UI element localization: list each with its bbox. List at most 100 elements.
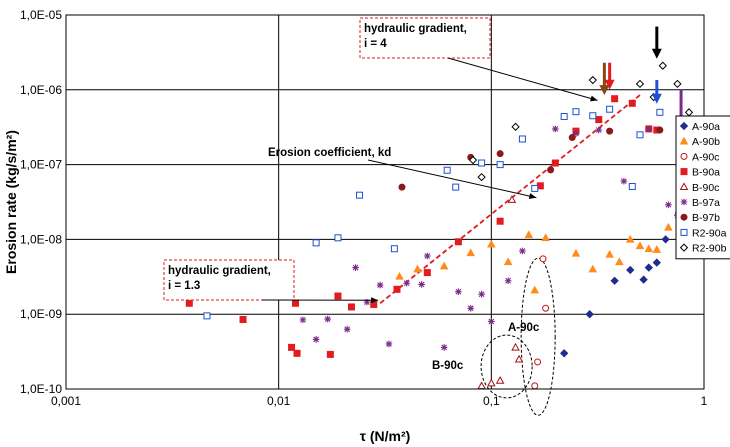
legend-label: A-90b (692, 136, 720, 148)
data-point (620, 177, 628, 185)
data-point (511, 122, 520, 131)
annotations: hydraulic gradient, i = 1.3 hydraulic grad… (163, 17, 598, 372)
data-point (531, 382, 539, 390)
x-axis-title: τ (N/m²) (360, 428, 411, 444)
annotation-text: i = 4 (364, 38, 387, 50)
data-point (312, 336, 320, 343)
data-point (541, 233, 550, 242)
data-point (496, 161, 504, 169)
data-point (658, 61, 667, 70)
leader-line (447, 57, 598, 101)
data-point (496, 150, 504, 158)
data-point (595, 126, 603, 134)
leader-arrowhead (528, 193, 537, 200)
legend-entry: R2-90a (680, 227, 727, 239)
leader-arrowhead (590, 95, 598, 102)
data-point (478, 290, 485, 298)
data-point (356, 191, 364, 199)
legend-entry: B-97b (680, 212, 720, 224)
data-point (684, 108, 694, 117)
data-point (503, 257, 513, 266)
y-tick-label: 1,0E-07 (20, 158, 62, 172)
data-point (656, 126, 664, 134)
data-point (326, 350, 334, 358)
data-point (656, 108, 664, 116)
y-tick-label: 1,0E-10 (20, 382, 62, 396)
data-point (343, 325, 351, 333)
series-b-97b (398, 126, 664, 191)
data-point (559, 349, 569, 358)
x-tick-label: 0,01 (267, 394, 291, 408)
data-point (673, 79, 682, 89)
data-point (288, 343, 296, 351)
annotation-text: i = 1.3 (168, 280, 200, 292)
data-point (531, 184, 539, 192)
legend: A-90a A-90b A-90c B-90a B-90c B-97a B-97b R2-90… (675, 115, 730, 260)
data-point (552, 125, 559, 133)
b-90c-label: B-90c (432, 360, 464, 372)
data-point (455, 288, 462, 295)
annotation-box (163, 259, 295, 301)
data-point (606, 105, 614, 113)
data-point (585, 310, 594, 319)
data-point (495, 375, 505, 384)
data-point (514, 354, 524, 363)
legend-label: B-90a (692, 167, 720, 179)
data-point (452, 183, 460, 191)
data-point (478, 159, 486, 167)
y-tick-label: 1,0E-08 (20, 232, 62, 246)
x-tick-label: 0,1 (483, 394, 500, 408)
data-point (454, 238, 462, 246)
ellipse-a-90c (520, 257, 556, 416)
data-point (539, 255, 547, 263)
a-90c-label: A-90c (508, 322, 540, 334)
pointer-arrowhead (604, 79, 615, 90)
data-point (413, 264, 422, 273)
data-point (665, 201, 672, 209)
y-tick-label: 1,0E-05 (20, 8, 62, 22)
data-point (418, 281, 425, 288)
legend-entry: B-90a (680, 167, 720, 179)
x-tick-labels: 0,001 0,01 0,1 1 (51, 394, 708, 408)
data-point (477, 381, 486, 390)
legend-label: B-97a (692, 197, 720, 209)
data-point (398, 183, 406, 191)
y-tick-label: 1,0E-09 (20, 307, 62, 321)
leader-line (367, 159, 537, 199)
data-point (496, 217, 504, 225)
data-point (534, 358, 542, 366)
legend-marker (680, 198, 688, 206)
legend-marker (679, 136, 689, 145)
data-markers (185, 61, 697, 390)
series-b-97a (299, 125, 685, 351)
annotation-text: hydraulic gradient, (364, 23, 467, 35)
data-point (635, 241, 645, 250)
legend-marker (680, 168, 688, 176)
data-point (652, 245, 662, 253)
data-point (292, 299, 300, 307)
data-point (487, 239, 496, 248)
data-point (334, 234, 342, 242)
data-point (568, 134, 576, 142)
ellipse-b-90c (480, 334, 533, 399)
legend-entry: A-90c (680, 151, 719, 163)
data-point (572, 130, 580, 137)
data-point (477, 172, 486, 182)
data-point (589, 112, 597, 120)
erosion-coefficient-label: Erosion coefficient, kd (268, 147, 391, 159)
data-point (239, 315, 247, 323)
data-point (443, 166, 451, 174)
y-tick-label: 1,0E-06 (20, 83, 62, 97)
y-tick-labels: 1,0E-10 1,0E-09 1,0E-08 1,0E-07 1,0E-06 1,0E-… (20, 8, 62, 396)
data-point (468, 155, 478, 165)
legend-marker (680, 213, 688, 221)
data-point (661, 235, 670, 244)
data-point (403, 279, 411, 287)
data-point (293, 349, 301, 357)
data-point (507, 195, 517, 203)
data-point (423, 269, 431, 277)
data-point (393, 285, 401, 293)
legend-label: B-97b (692, 212, 720, 224)
data-point (571, 248, 581, 257)
legend-entry: A-90b (679, 136, 720, 148)
